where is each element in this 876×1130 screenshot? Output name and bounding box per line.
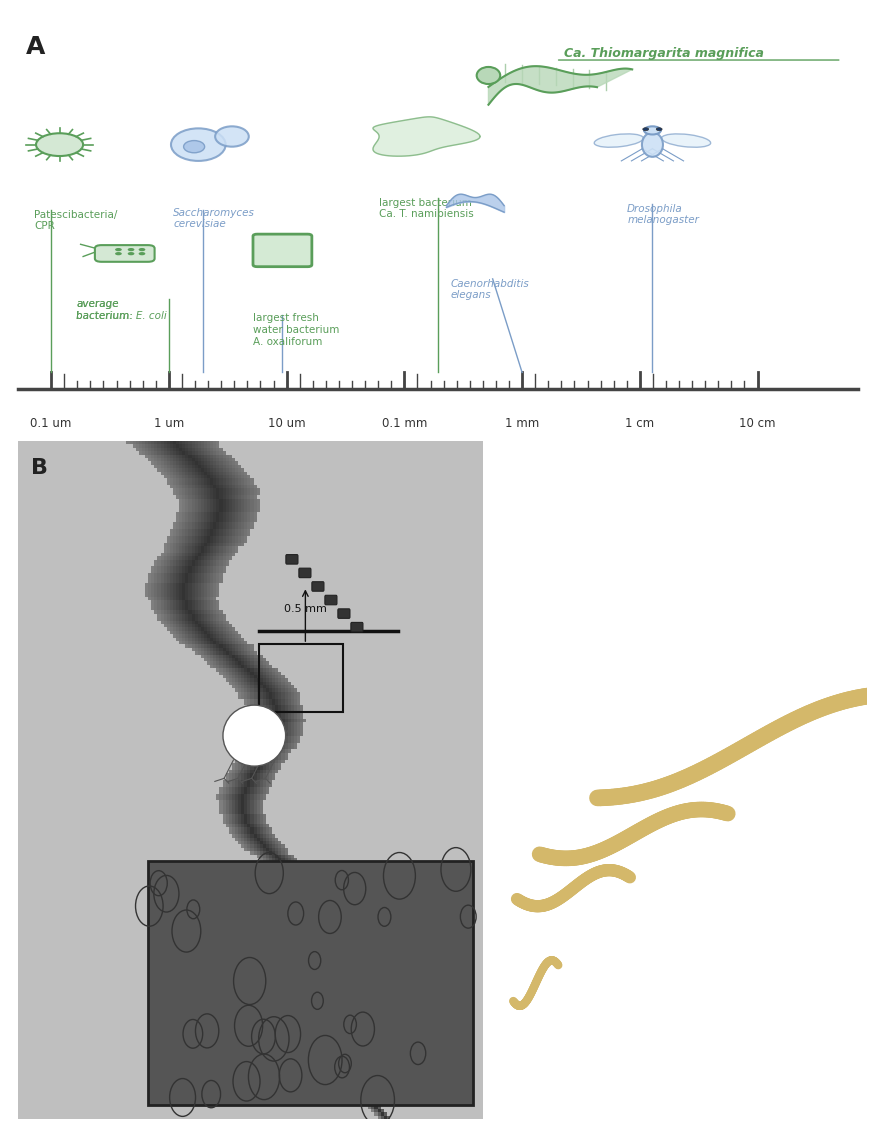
Ellipse shape: [477, 67, 500, 84]
Text: 0.5 mm: 0.5 mm: [740, 1064, 783, 1075]
Text: 10 cm: 10 cm: [739, 417, 776, 431]
Text: 10 um: 10 um: [268, 417, 306, 431]
Text: A: A: [26, 35, 46, 59]
FancyBboxPatch shape: [338, 609, 350, 618]
Text: 1 um: 1 um: [154, 417, 184, 431]
Polygon shape: [373, 116, 480, 156]
Text: Drosophila
melanogaster: Drosophila melanogaster: [627, 203, 699, 225]
Bar: [147, 861, 472, 1105]
Circle shape: [138, 247, 145, 251]
Text: C: C: [510, 458, 526, 478]
Circle shape: [115, 247, 122, 251]
Ellipse shape: [642, 132, 663, 157]
Text: 0.5 mm: 0.5 mm: [284, 603, 327, 614]
Text: Ca. Thiomargarita magnifica: Ca. Thiomargarita magnifica: [564, 46, 764, 60]
Text: largest fresh
water bacterium
A. oxaliforum: largest fresh water bacterium A. oxalifo…: [253, 313, 339, 347]
Ellipse shape: [644, 127, 661, 134]
Text: 1 cm: 1 cm: [625, 417, 654, 431]
Polygon shape: [489, 67, 632, 105]
Text: 1 mm: 1 mm: [505, 417, 540, 431]
Circle shape: [128, 247, 134, 251]
Text: Caenorhabditis
elegans: Caenorhabditis elegans: [450, 279, 529, 301]
Circle shape: [138, 252, 145, 255]
Circle shape: [36, 133, 83, 156]
Circle shape: [115, 252, 122, 255]
Ellipse shape: [215, 127, 249, 147]
Ellipse shape: [184, 140, 205, 153]
FancyBboxPatch shape: [286, 555, 298, 564]
Ellipse shape: [171, 129, 226, 160]
Text: average
bacterium:: average bacterium:: [76, 299, 137, 321]
Ellipse shape: [643, 128, 648, 131]
Text: average
bacterium: E. coli: average bacterium: E. coli: [76, 299, 167, 321]
FancyBboxPatch shape: [299, 568, 311, 577]
FancyBboxPatch shape: [253, 234, 312, 267]
Ellipse shape: [223, 705, 286, 766]
FancyBboxPatch shape: [312, 582, 324, 591]
Bar: [259, 644, 343, 712]
Ellipse shape: [594, 133, 643, 147]
Text: 10 um: 10 um: [210, 1058, 243, 1068]
Ellipse shape: [661, 133, 710, 147]
FancyBboxPatch shape: [95, 245, 154, 262]
Text: 0.1 um: 0.1 um: [31, 417, 72, 431]
Circle shape: [128, 252, 134, 255]
Text: Patescibacteria/
CPR: Patescibacteria/ CPR: [34, 210, 117, 232]
Ellipse shape: [656, 128, 662, 131]
Text: 0.1 mm: 0.1 mm: [382, 417, 427, 431]
FancyBboxPatch shape: [325, 596, 337, 605]
Text: Saccharomyces
cerevisiae: Saccharomyces cerevisiae: [173, 208, 255, 229]
Text: largest bacterium
Ca. T. namibiensis: largest bacterium Ca. T. namibiensis: [379, 198, 474, 219]
FancyBboxPatch shape: [351, 623, 363, 632]
Text: B: B: [32, 458, 48, 478]
